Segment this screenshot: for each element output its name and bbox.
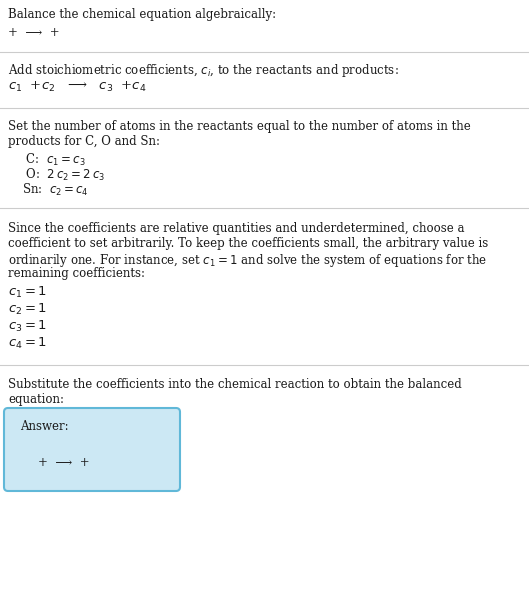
Text: $c_2 = 1$: $c_2 = 1$ xyxy=(8,302,47,317)
Text: $c_4 = 1$: $c_4 = 1$ xyxy=(8,336,47,351)
Text: Since the coefficients are relative quantities and underdetermined, choose a: Since the coefficients are relative quan… xyxy=(8,222,464,235)
Text: remaining coefficients:: remaining coefficients: xyxy=(8,267,145,280)
Text: Set the number of atoms in the reactants equal to the number of atoms in the: Set the number of atoms in the reactants… xyxy=(8,120,471,133)
Text: +  ⟶  +: + ⟶ + xyxy=(8,26,60,39)
Text: +  ⟶  +: + ⟶ + xyxy=(38,456,89,469)
Text: $c_3 = 1$: $c_3 = 1$ xyxy=(8,319,47,334)
Text: $c_1$  +$c_2$   ⟶   $c_3$  +$c_4$: $c_1$ +$c_2$ ⟶ $c_3$ +$c_4$ xyxy=(8,80,147,94)
Text: products for C, O and Sn:: products for C, O and Sn: xyxy=(8,135,160,148)
Text: $c_1 = 1$: $c_1 = 1$ xyxy=(8,285,47,300)
FancyBboxPatch shape xyxy=(4,408,180,491)
Text: Substitute the coefficients into the chemical reaction to obtain the balanced: Substitute the coefficients into the che… xyxy=(8,378,462,391)
Text: coefficient to set arbitrarily. To keep the coefficients small, the arbitrary va: coefficient to set arbitrarily. To keep … xyxy=(8,237,488,250)
Text: ordinarily one. For instance, set $c_1 = 1$ and solve the system of equations fo: ordinarily one. For instance, set $c_1 =… xyxy=(8,252,487,269)
Text: Sn:  $c_2 = c_4$: Sn: $c_2 = c_4$ xyxy=(22,182,89,198)
Text: Add stoichiometric coefficients, $c_i$, to the reactants and products:: Add stoichiometric coefficients, $c_i$, … xyxy=(8,62,399,79)
Text: O:  $2\,c_2 = 2\,c_3$: O: $2\,c_2 = 2\,c_3$ xyxy=(22,167,105,183)
Text: Answer:: Answer: xyxy=(20,420,69,433)
Text: equation:: equation: xyxy=(8,393,64,406)
Text: Balance the chemical equation algebraically:: Balance the chemical equation algebraica… xyxy=(8,8,276,21)
Text: C:  $c_1 = c_3$: C: $c_1 = c_3$ xyxy=(22,152,86,168)
